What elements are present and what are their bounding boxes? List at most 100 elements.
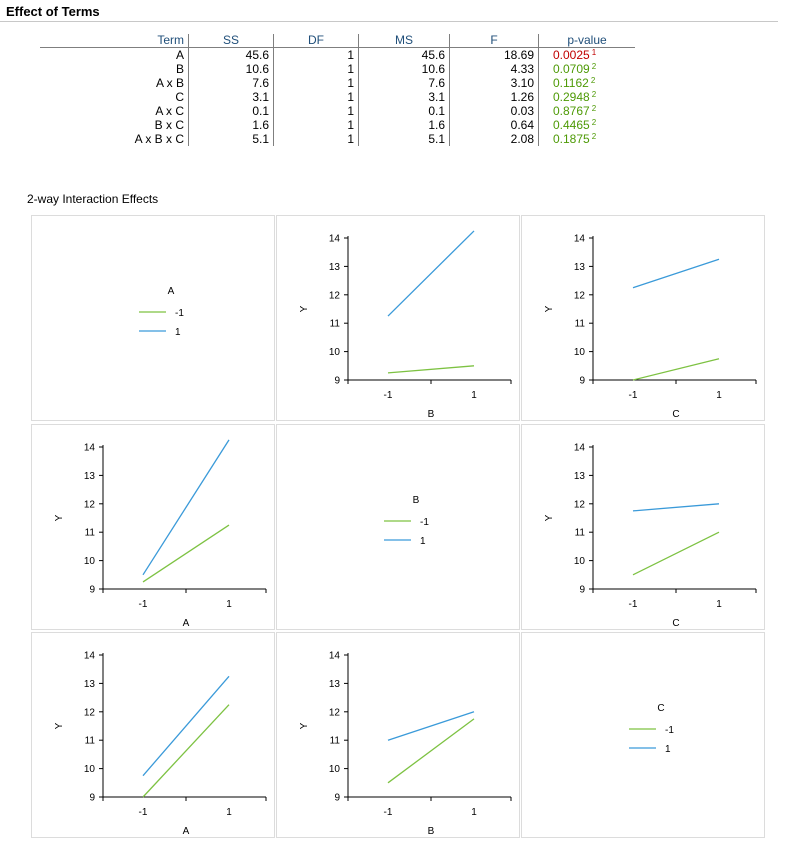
series-line-pos: [632, 258, 720, 289]
ms-cell: 7.6: [358, 76, 450, 90]
p-value: 0.1162: [553, 76, 589, 90]
y-tick-label: 10: [84, 556, 96, 567]
y-axis-label: Y: [544, 514, 555, 521]
col-ss: SS: [188, 34, 274, 48]
f-cell: 0.64: [449, 118, 539, 132]
x-tick-label: 1: [471, 390, 477, 401]
x-tick-label: -1: [629, 390, 638, 401]
term-cell: B: [40, 62, 189, 76]
legend-panel-a: A -1 1: [31, 215, 275, 421]
f-cell: 1.26: [449, 90, 539, 104]
series-line-pos: [142, 675, 230, 777]
p-value-cell: 0.2948 2: [539, 90, 636, 104]
p-value-footnote-mark: 2: [591, 104, 597, 113]
y-axis-label: Y: [299, 305, 310, 312]
legend-panel-c: C -1 1: [521, 632, 765, 838]
y-tick-label: 10: [329, 347, 341, 358]
y-axis-label: Y: [299, 722, 310, 729]
ms-cell: 10.6: [358, 62, 450, 76]
x-tick-label: 1: [716, 390, 722, 401]
line-chart: 9 10 11 12 13 14 -1 1 B Y: [299, 651, 512, 837]
legend-label: 1: [175, 327, 181, 338]
term-cell: A x C: [40, 104, 189, 118]
ss-cell: 0.1: [188, 104, 274, 118]
y-tick-label: 14: [329, 651, 341, 662]
f-cell: 0.03: [449, 104, 539, 118]
p-value: 0.2948: [553, 90, 590, 104]
df-cell: 1: [273, 132, 359, 146]
term-cell: A: [40, 47, 189, 62]
col-f: F: [449, 34, 539, 48]
ss-cell: 10.6: [188, 62, 274, 76]
y-tick-label: 9: [89, 585, 95, 596]
line-chart: 9 10 11 12 13 14 -1 1 C Y: [544, 234, 757, 420]
y-tick-label: 13: [329, 679, 341, 690]
f-cell: 4.33: [449, 62, 539, 76]
y-tick-label: 12: [84, 707, 96, 718]
col-term: Term: [40, 34, 189, 48]
line-chart: 9 10 11 12 13 14 -1 1 A Y: [54, 439, 267, 629]
ss-cell: 45.6: [188, 47, 274, 62]
p-value-footnote-mark: 2: [591, 118, 597, 127]
p-value: 0.0025: [553, 48, 590, 62]
y-tick-label: 11: [85, 528, 96, 539]
legend-title: B: [413, 495, 420, 506]
y-tick-label: 13: [84, 679, 96, 690]
p-value-footnote-mark: 2: [590, 76, 596, 85]
y-tick-label: 11: [330, 736, 341, 747]
p-value-cell: 0.0709 2: [539, 62, 636, 76]
legend-title: A: [168, 286, 175, 297]
ms-cell: 0.1: [358, 104, 450, 118]
y-tick-label: 10: [574, 556, 586, 567]
y-tick-label: 9: [579, 585, 585, 596]
series-line-neg: [142, 524, 230, 583]
y-axis-label: Y: [54, 722, 65, 729]
p-value: 0.0709: [553, 62, 590, 76]
y-tick-label: 12: [329, 290, 341, 301]
y-tick-label: 10: [574, 347, 586, 358]
p-value-cell: 0.8767 2: [539, 104, 636, 118]
title-divider: [0, 21, 778, 22]
y-tick-label: 12: [329, 707, 341, 718]
effect-table: Term SS DF MS F p-value A 45.6 1 45.6 18.69 0…: [40, 34, 635, 146]
y-tick-label: 12: [574, 499, 586, 510]
table-row: A 45.6 1 45.6 18.69 0.0025 1: [40, 47, 635, 62]
page-title: Effect of Terms: [6, 4, 100, 19]
y-tick-label: 10: [329, 764, 341, 775]
col-p-value: p-value: [538, 34, 635, 48]
ss-cell: 3.1: [188, 90, 274, 104]
y-tick-label: 14: [84, 443, 96, 454]
y-tick-label: 9: [334, 376, 340, 387]
interaction-title: 2-way Interaction Effects: [27, 192, 159, 206]
interaction-chart: 9 10 11 12 13 14 -1 1 B Y: [276, 632, 520, 838]
series-line-neg: [632, 358, 720, 381]
df-cell: 1: [273, 104, 359, 118]
ss-cell: 5.1: [188, 132, 274, 146]
line-chart: 9 10 11 12 13 14 -1 1 A Y: [54, 651, 267, 837]
ms-cell: 3.1: [358, 90, 450, 104]
df-cell: 1: [273, 62, 359, 76]
series-line-neg: [387, 365, 475, 374]
y-tick-label: 13: [329, 262, 341, 273]
interaction-chart: 9 10 11 12 13 14 -1 1 C Y: [521, 424, 765, 630]
y-tick-label: 14: [574, 443, 586, 454]
y-tick-label: 14: [574, 234, 586, 245]
y-tick-label: 10: [84, 764, 96, 775]
table-row: A x B x C 5.1 1 5.1 2.08 0.1875 2: [40, 132, 635, 146]
term-cell: A x B: [40, 76, 189, 90]
y-tick-label: 14: [329, 234, 341, 245]
ms-cell: 45.6: [358, 47, 450, 62]
df-cell: 1: [273, 90, 359, 104]
interaction-chart: 9 10 11 12 13 14 -1 1 C Y: [521, 215, 765, 421]
x-tick-label: 1: [226, 807, 232, 818]
ss-cell: 7.6: [188, 76, 274, 90]
y-tick-label: 9: [579, 376, 585, 387]
f-cell: 2.08: [449, 132, 539, 146]
df-cell: 1: [273, 118, 359, 132]
table-row: A x B 7.6 1 7.6 3.10 0.1162 2: [40, 76, 635, 90]
legend-title: C: [657, 703, 664, 714]
x-tick-label: -1: [384, 390, 393, 401]
col-df: DF: [273, 34, 359, 48]
df-cell: 1: [273, 47, 359, 62]
ss-cell: 1.6: [188, 118, 274, 132]
